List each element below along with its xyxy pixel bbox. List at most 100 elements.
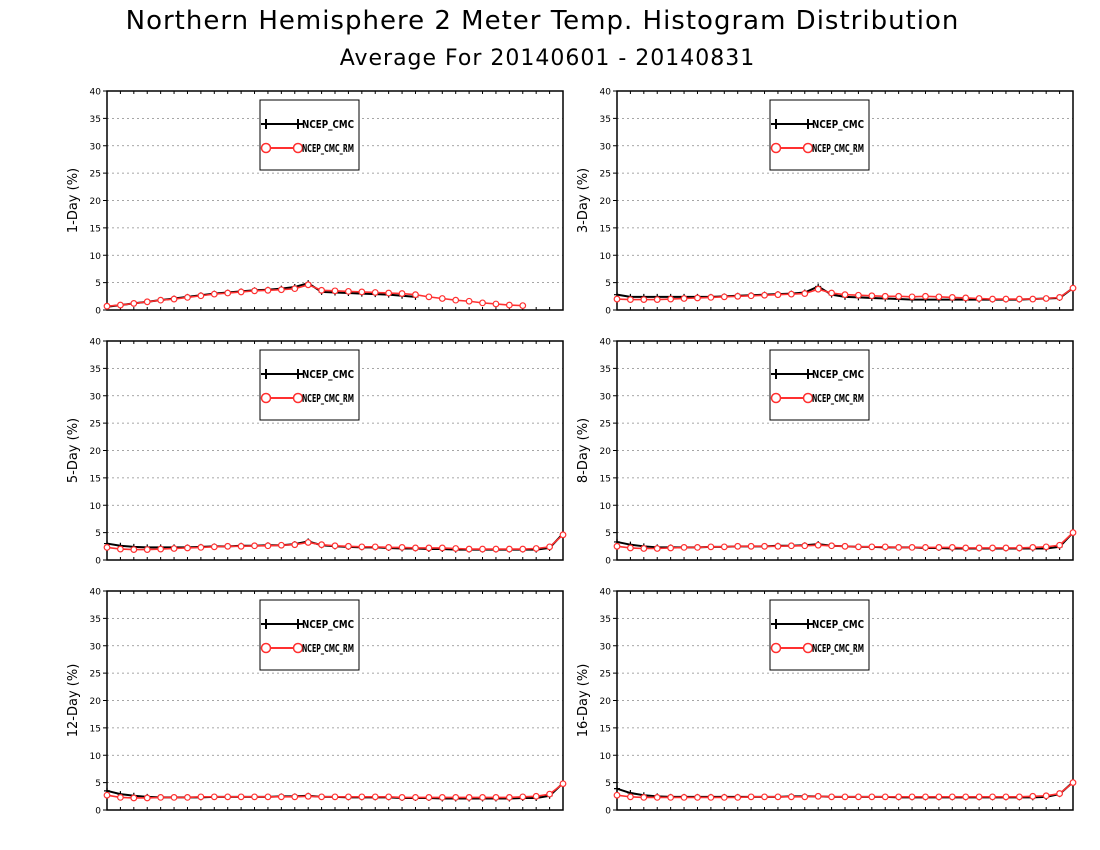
data-point: [465, 297, 473, 305]
data-point: [358, 288, 366, 296]
y-axis-label: 5-Day (%): [66, 418, 81, 483]
data-point: [331, 287, 339, 295]
data-point: [304, 539, 312, 546]
legend-box: [259, 349, 360, 421]
y-tick-label: 5: [605, 779, 611, 789]
data-point: [653, 545, 661, 552]
data-point: [371, 289, 379, 296]
data-point: [1015, 544, 1023, 552]
page-title: Northern Hemisphere 2 Meter Temp. Histog…: [125, 6, 960, 36]
data-point: [412, 794, 419, 801]
legend-label: NCEP_CMC: [812, 118, 864, 131]
data-point: [385, 793, 393, 801]
data-point: [559, 780, 567, 788]
series-line: [106, 282, 416, 308]
data-point: [680, 295, 688, 302]
data-point: [492, 794, 500, 801]
data-point: [975, 544, 983, 552]
data-point: [492, 300, 500, 308]
data-point: [210, 290, 218, 298]
y-tick-label: 15: [90, 224, 101, 234]
data-point: [1069, 779, 1077, 787]
data-point: [1042, 295, 1050, 302]
y-tick-label: 20: [600, 447, 612, 457]
data-point: [291, 541, 299, 549]
data-point: [143, 298, 151, 306]
y-tick-label: 0: [95, 557, 101, 567]
data-point: [841, 291, 849, 299]
y-tick-label: 10: [600, 752, 612, 762]
data-point: [398, 794, 406, 801]
data-point: [1056, 790, 1063, 797]
plot-frame: [616, 90, 1074, 311]
data-point: [720, 543, 728, 551]
data-point: [345, 793, 352, 801]
data-point: [117, 301, 124, 309]
legend-marker: [293, 619, 303, 629]
legend-marker: [802, 392, 814, 404]
data-point: [881, 292, 889, 300]
data-point: [640, 794, 648, 801]
data-point: [613, 791, 621, 799]
data-point: [318, 541, 325, 549]
y-tick-label: 0: [605, 307, 611, 317]
data-point: [881, 543, 889, 551]
y-tick-label: 20: [90, 697, 102, 707]
data-point: [264, 542, 272, 550]
y-tick-label: 5: [605, 279, 611, 289]
data-point: [385, 544, 393, 551]
data-point: [358, 543, 366, 551]
y-axis-label: 1-Day (%): [66, 168, 81, 233]
data-point: [975, 793, 983, 801]
data-point: [841, 542, 849, 550]
legend-marker: [293, 119, 303, 129]
legend-marker: [770, 392, 782, 404]
plot-frame: [616, 590, 1074, 811]
data-point: [734, 794, 742, 801]
data-point: [117, 545, 124, 553]
data-point: [277, 541, 285, 549]
y-tick-label: 25: [90, 170, 101, 180]
data-point: [747, 542, 755, 550]
y-tick-label: 20: [90, 447, 102, 457]
legend-label: NCEP_CMC: [302, 618, 354, 631]
data-point: [277, 793, 285, 801]
legend-box: [259, 99, 360, 171]
data-point: [546, 790, 553, 798]
y-tick-label: 0: [95, 807, 101, 817]
data-point: [787, 290, 795, 298]
data-point: [184, 794, 191, 801]
legend-marker: [261, 619, 271, 629]
data-point: [210, 793, 218, 801]
data-point: [1029, 544, 1037, 551]
data-point: [224, 793, 232, 801]
data-point: [895, 544, 903, 551]
data-point: [922, 544, 929, 551]
data-point: [237, 288, 245, 296]
data-point: [532, 792, 540, 800]
y-tick-label: 25: [600, 670, 611, 680]
data-point: [841, 793, 849, 801]
legend-marker: [803, 369, 813, 379]
y-tick-label: 30: [90, 642, 102, 652]
data-point: [614, 785, 620, 792]
data-point: [774, 793, 782, 801]
data-point: [331, 793, 339, 801]
data-point: [251, 542, 258, 550]
data-point: [130, 794, 138, 802]
data-point: [640, 545, 648, 552]
data-point: [291, 285, 299, 293]
data-point: [345, 287, 352, 295]
data-point: [425, 794, 433, 801]
legend-label: NCEP_CMC: [302, 368, 354, 381]
legend-marker: [260, 642, 272, 654]
data-point: [546, 543, 553, 551]
data-point: [264, 286, 272, 294]
data-point: [975, 295, 983, 302]
data-point: [224, 542, 232, 550]
data-point: [170, 794, 178, 801]
data-point: [532, 545, 540, 552]
data-point: [989, 793, 996, 801]
y-tick-label: 40: [600, 88, 612, 98]
